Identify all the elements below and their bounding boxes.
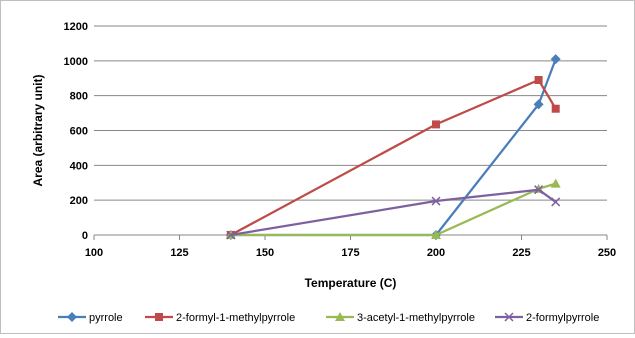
- series-4-point: [534, 185, 544, 195]
- y-tick-label: 1200: [64, 21, 88, 33]
- legend-label-2: 2-formyl-1-methylpyrrole: [176, 312, 295, 324]
- series-4-point: [551, 197, 561, 207]
- series-2-point: [551, 104, 560, 113]
- y-tick-label: 0: [82, 230, 88, 242]
- legend-marker-1: [67, 312, 77, 322]
- series-4-point: [226, 230, 236, 240]
- series-2-point: [432, 120, 440, 129]
- series-4-point: [431, 196, 441, 206]
- legend-marker-2: [155, 313, 163, 321]
- y-tick-label: 600: [70, 126, 88, 138]
- y-tick-label: 800: [70, 91, 88, 103]
- y-tick-label: 1000: [64, 56, 88, 68]
- series-line-3: [230, 182, 557, 237]
- series-3-point: [550, 178, 561, 188]
- legend-label-3: 3-acetyl-1-methylpyrrole: [357, 312, 475, 324]
- x-tick-label: 250: [598, 247, 616, 259]
- legend-marker-3: [335, 312, 345, 321]
- chart: 0 200 400 600 800 1000 1200 100 125 150 175 200 225 2…: [31, 21, 616, 324]
- legend-label-1: pyrrole: [89, 312, 123, 324]
- y-tick-label: 400: [70, 160, 88, 172]
- x-tick-label: 125: [170, 247, 188, 259]
- x-tick-label: 175: [341, 247, 359, 259]
- series-1-point: [550, 54, 561, 65]
- series-line-2: [230, 78, 557, 236]
- x-tick-label: 100: [85, 247, 103, 259]
- x-axis-title: Temperature (C): [305, 276, 397, 290]
- series-3-point: [431, 230, 441, 239]
- series-2-point: [534, 75, 543, 84]
- legend-marker-4: [504, 312, 514, 322]
- x-tick-label: 150: [256, 247, 274, 259]
- series-1-point: [533, 99, 544, 110]
- series-line-4: [230, 188, 557, 237]
- y-axis-title: Area (arbitrary unit): [31, 74, 45, 186]
- y-tick-label: 200: [70, 195, 88, 207]
- legend-label-4: 2-formylpyrrole: [526, 312, 599, 324]
- x-tick-label: 225: [512, 247, 530, 259]
- x-tick-label: 200: [427, 247, 445, 259]
